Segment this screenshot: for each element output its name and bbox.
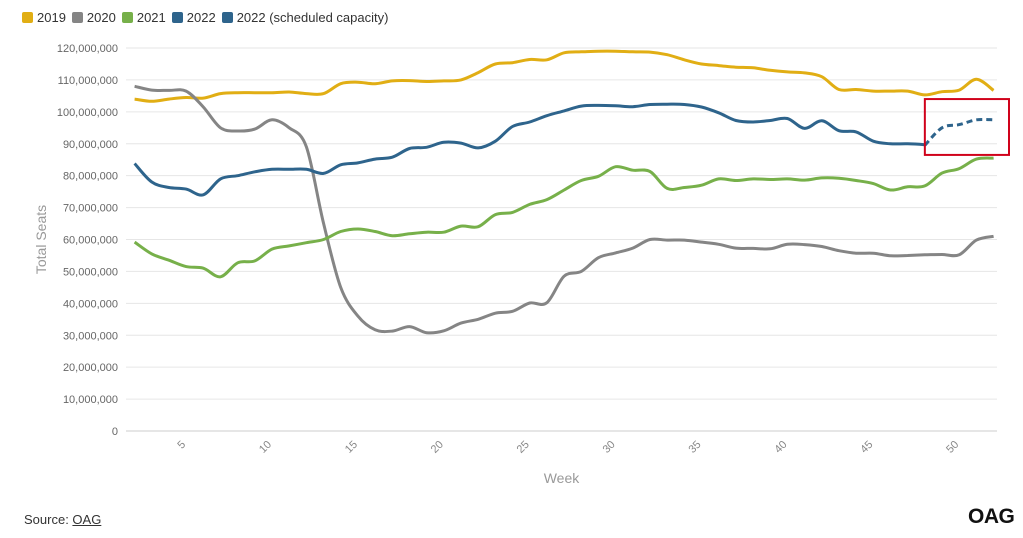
series-line-4 — [923, 117, 994, 147]
y-tick-label: 80,000,000 — [63, 171, 118, 183]
x-axis-title: Week — [544, 470, 581, 486]
x-tick-label: 20 — [429, 439, 446, 456]
x-tick-label: 35 — [686, 439, 703, 456]
source-prefix: Source: — [24, 512, 73, 527]
x-tick-label: 25 — [515, 439, 532, 456]
legend-label: 2022 — [186, 10, 216, 25]
y-tick-label: 110,000,000 — [58, 75, 118, 87]
y-tick-label: 100,000,000 — [57, 107, 118, 119]
y-tick-label: 0 — [112, 426, 118, 438]
chart-legend: 2019 2020 2021 2022 2022 (scheduled capacity… — [22, 10, 394, 25]
y-tick-label: 40,000,000 — [63, 298, 118, 310]
line-chart: 0 10,000,000 20,000,000 30,000,000 40,000,00… — [33, 43, 1010, 486]
y-tick-label: 20,000,000 — [63, 362, 118, 374]
x-tick-label: 5 — [175, 439, 188, 452]
legend-swatch — [121, 12, 133, 23]
series-line-3 — [133, 102, 925, 197]
x-tick-label: 50 — [944, 439, 961, 456]
legend-swatch — [71, 12, 83, 23]
y-tick-label: 70,000,000 — [63, 203, 118, 215]
legend-swatch — [171, 12, 183, 23]
legend-label: 2020 — [86, 10, 116, 25]
x-tick-label: 40 — [772, 439, 789, 456]
source-note: Source: OAG — [24, 512, 101, 527]
oag-logo: OAG — [968, 505, 1015, 528]
legend-swatch — [22, 12, 33, 23]
legend-item-2[interactable]: 2021 — [121, 10, 166, 25]
legend-item-3[interactable]: 2022 — [171, 10, 216, 25]
y-tick-label: 10,000,000 — [63, 394, 118, 406]
y-axis-title: Total Seats — [33, 205, 49, 274]
y-tick-label: 120,000,000 — [57, 43, 118, 55]
x-tick-label: 15 — [343, 439, 360, 456]
x-tick-label: 10 — [257, 439, 274, 456]
x-tick-label: 45 — [858, 439, 875, 456]
x-tick-label: 30 — [601, 439, 618, 456]
y-tick-label: 30,000,000 — [63, 330, 118, 342]
y-tick-label: 60,000,000 — [63, 235, 118, 247]
legend-item-0[interactable]: 2019 — [22, 10, 66, 25]
series-line-2 — [133, 156, 994, 279]
highlight-box — [923, 98, 1010, 156]
legend-item-1[interactable]: 2020 — [71, 10, 116, 25]
y-tick-label: 90,000,000 — [63, 139, 118, 151]
legend-label: 2022 (scheduled capacity) — [236, 10, 389, 25]
series-line-1 — [134, 84, 994, 335]
y-tick-label: 50,000,000 — [63, 266, 118, 278]
legend-swatch — [221, 12, 233, 23]
legend-label: 2019 — [37, 10, 66, 25]
legend-label: 2021 — [136, 10, 166, 25]
legend-item-4[interactable]: 2022 (scheduled capacity) — [221, 10, 389, 25]
series-line-0 — [134, 49, 995, 103]
source-link[interactable]: OAG — [72, 512, 102, 527]
